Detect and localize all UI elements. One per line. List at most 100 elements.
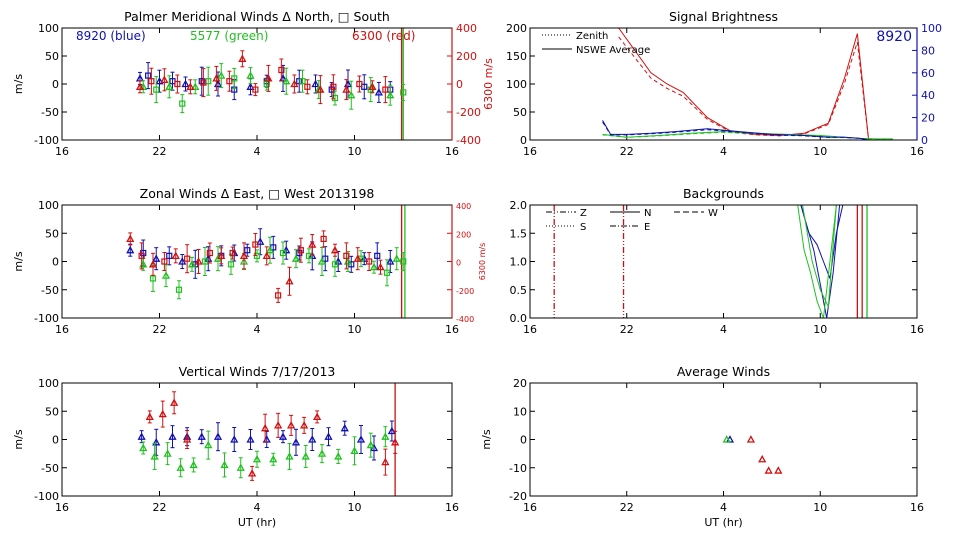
data-point bbox=[746, 435, 756, 443]
x-tick-label: 4 bbox=[720, 145, 727, 158]
data-point bbox=[324, 432, 333, 440]
data-point bbox=[220, 460, 229, 469]
data-point bbox=[212, 74, 221, 82]
data-point bbox=[285, 452, 294, 460]
data-point bbox=[206, 249, 213, 257]
series-8920 bbox=[602, 120, 869, 141]
y2-tick-label: 200 bbox=[456, 50, 477, 63]
data-point bbox=[391, 437, 400, 446]
data-point bbox=[299, 78, 306, 85]
y-tick-label: 50 bbox=[513, 106, 527, 119]
x-tick-label: 10 bbox=[813, 501, 827, 514]
data-point bbox=[252, 241, 259, 248]
data-point bbox=[265, 245, 275, 254]
x-tick-label: 22 bbox=[153, 323, 167, 336]
data-point bbox=[248, 469, 257, 477]
data-point bbox=[246, 435, 255, 443]
chart-title: Zonal Winds Δ East, □ West 2013198 bbox=[140, 186, 375, 201]
y-tick-label: 0 bbox=[52, 78, 59, 91]
y-tick-label: 1.0 bbox=[510, 256, 528, 269]
data-point bbox=[317, 257, 327, 265]
y-axis-label: m/s bbox=[12, 251, 25, 271]
data-point bbox=[145, 72, 152, 79]
data-point bbox=[400, 89, 407, 96]
y-tick-label: 20 bbox=[513, 377, 527, 390]
data-point bbox=[279, 249, 287, 257]
y-tick-label: -50 bbox=[41, 106, 59, 119]
data-point bbox=[149, 275, 157, 282]
series-6300 bbox=[145, 391, 400, 481]
y-tick-label: 50 bbox=[45, 405, 59, 418]
x-axis-label: UT (hr) bbox=[704, 516, 742, 529]
y-tick-label: -10 bbox=[509, 462, 527, 475]
data-point bbox=[152, 437, 161, 446]
data-point bbox=[139, 443, 148, 452]
y-tick-label: -100 bbox=[34, 490, 59, 503]
data-point bbox=[305, 252, 313, 259]
y-tick-label: 0 bbox=[520, 434, 527, 447]
x-tick-label: 16 bbox=[55, 323, 69, 336]
y-tick-label: -50 bbox=[41, 462, 59, 475]
x-tick-label: 16 bbox=[523, 323, 537, 336]
data-point bbox=[183, 435, 192, 443]
x-tick-label: 10 bbox=[348, 145, 362, 158]
y2-tick-label: 0 bbox=[456, 259, 461, 268]
data-point bbox=[387, 426, 396, 435]
data-point bbox=[166, 252, 173, 259]
data-point bbox=[256, 237, 265, 245]
data-point bbox=[278, 432, 288, 440]
data-point bbox=[239, 251, 249, 260]
data-point bbox=[304, 83, 311, 90]
data-point bbox=[386, 257, 395, 265]
data-point bbox=[764, 466, 773, 474]
series-line bbox=[800, 204, 844, 279]
panel-meridional: Palmer Meridional Winds Δ North, □ South… bbox=[12, 9, 495, 158]
x-tick-label: 16 bbox=[523, 501, 537, 514]
data-point bbox=[135, 82, 145, 90]
series-5577 bbox=[139, 236, 407, 300]
data-point bbox=[165, 82, 174, 90]
y-tick-label: 1.5 bbox=[510, 227, 528, 240]
data-point bbox=[244, 247, 251, 254]
data-point bbox=[264, 74, 273, 82]
data-point bbox=[158, 409, 167, 418]
x-tick-label: 10 bbox=[813, 323, 827, 336]
legend-text: 8920 (blue) bbox=[76, 29, 146, 43]
data-point bbox=[330, 245, 340, 254]
y-tick-label: 0 bbox=[520, 134, 527, 147]
x-tick-label: 10 bbox=[813, 145, 827, 158]
series-8920-W bbox=[800, 204, 844, 279]
series-line bbox=[618, 27, 885, 141]
data-point bbox=[174, 80, 181, 88]
data-point bbox=[320, 235, 327, 242]
x-tick-label: 16 bbox=[55, 501, 69, 514]
x-tick-label: 16 bbox=[523, 145, 537, 158]
data-point bbox=[186, 82, 195, 90]
x-tick-label: 4 bbox=[254, 145, 261, 158]
x-tick-label: 16 bbox=[910, 323, 924, 336]
data-point bbox=[290, 79, 299, 88]
y-tick-label: 100 bbox=[38, 22, 59, 35]
y-axis-label: m/s bbox=[12, 429, 25, 449]
data-point bbox=[382, 86, 389, 93]
data-point bbox=[161, 271, 171, 279]
series-line bbox=[797, 204, 837, 319]
data-point bbox=[269, 454, 278, 463]
x-tick-label: 10 bbox=[348, 323, 362, 336]
data-point bbox=[291, 254, 301, 262]
y2-tick-label: -200 bbox=[456, 287, 474, 296]
legend-text: 6300 (red) bbox=[352, 29, 415, 43]
y-tick-label: 0 bbox=[52, 256, 59, 269]
data-point bbox=[252, 454, 262, 463]
data-point bbox=[308, 240, 317, 248]
data-point bbox=[343, 252, 350, 259]
series-line-zenith bbox=[618, 36, 885, 141]
y-tick-label: -100 bbox=[34, 134, 59, 147]
legend-text: 5577 (green) bbox=[190, 29, 268, 43]
data-point bbox=[184, 255, 191, 262]
legend-label: NSWE Average bbox=[576, 45, 650, 56]
